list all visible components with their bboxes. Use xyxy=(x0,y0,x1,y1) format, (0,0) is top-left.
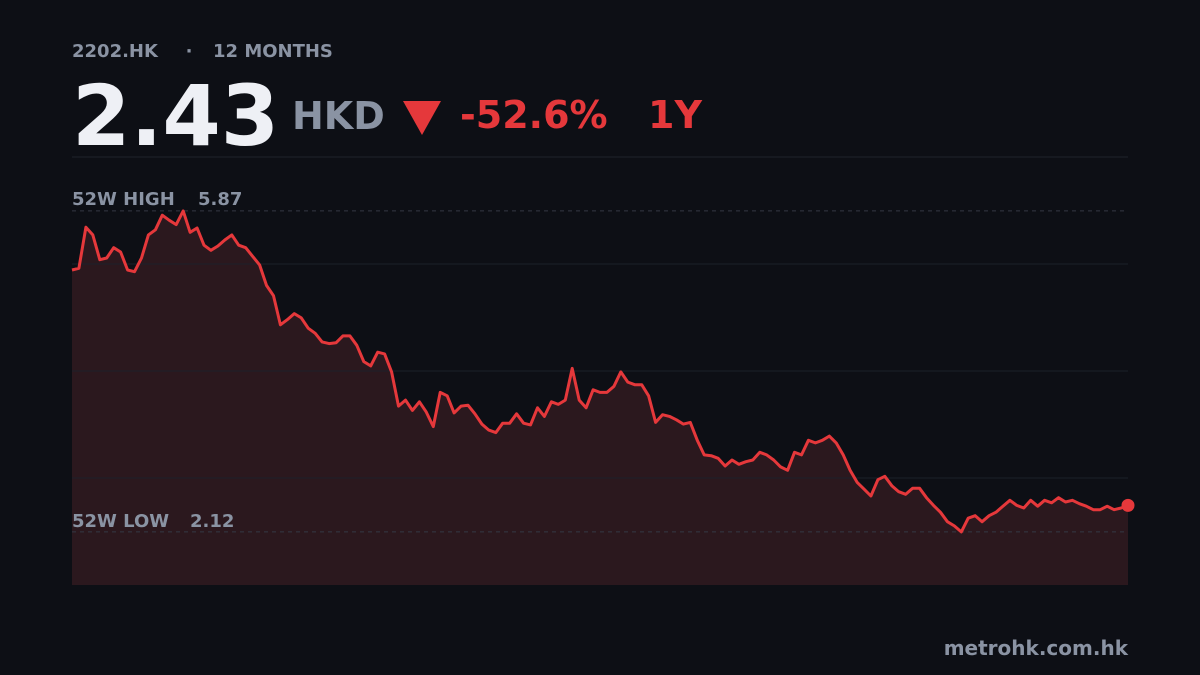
high-value: 5.87 xyxy=(198,189,242,210)
area-fill xyxy=(72,210,1128,585)
change-period: 1Y xyxy=(648,93,702,137)
price-line xyxy=(71,209,1129,534)
low-value: 2.12 xyxy=(190,511,234,532)
period-label: 12 MONTHS xyxy=(213,41,333,62)
low-label: 52W LOW xyxy=(72,511,169,532)
change: -52.6% xyxy=(460,93,608,137)
high-label: 52W HIGH xyxy=(72,189,175,210)
source: metrohk.com.hk xyxy=(944,636,1129,660)
last-point xyxy=(1121,498,1135,512)
currency: HKD xyxy=(292,94,385,138)
separator: · xyxy=(186,41,193,62)
plot xyxy=(71,209,1135,585)
down-arrow xyxy=(403,101,441,135)
symbol: 2202.HK xyxy=(72,41,159,62)
price: 2.43 xyxy=(72,67,279,165)
